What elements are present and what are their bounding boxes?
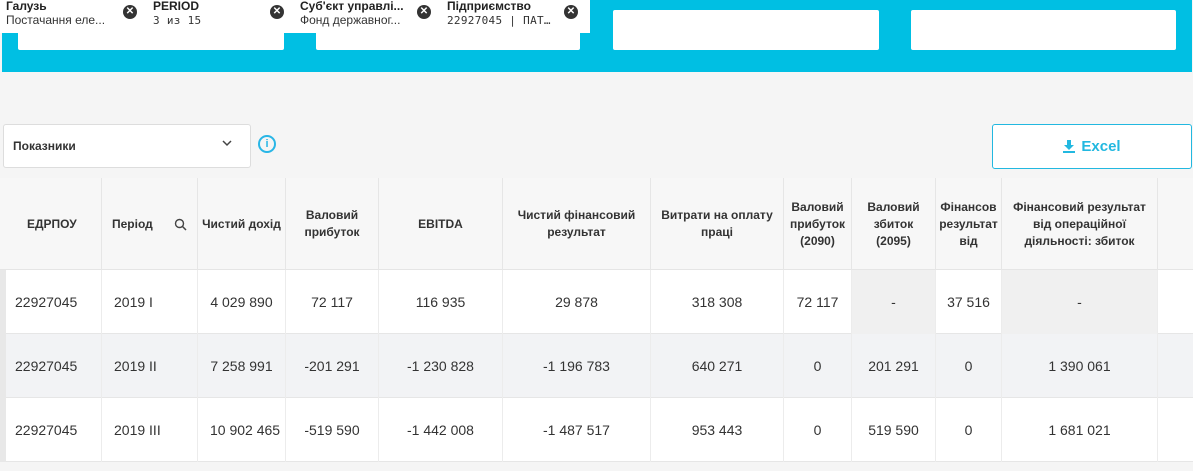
column-header[interactable]: Витрати на оплату праці [651,178,784,270]
column-header-label: Чистий фінансовий результат [517,208,636,239]
table-cell: 2019 III [102,398,198,462]
column-header[interactable]: Період [102,178,198,270]
column-header[interactable]: Фінансовий результат від операційної дія… [1002,178,1158,270]
column-header-label: Валовий збиток (2095) [867,199,920,248]
column-header[interactable]: Валовий прибуток (2090) [784,178,852,270]
data-table: ЕДРПОУ Період Чистий дохід Валовий прибу… [0,178,1193,462]
column-header-label: Валовий прибуток [304,208,360,239]
excel-export-button[interactable]: Excel [992,124,1192,169]
selected-filters-bar: Галузь Постачання еле... ✕ PERIOD 3 из 1… [0,0,590,33]
column-header-label: Чистий дохід [202,216,281,231]
table-cell: 10 902 465 [198,398,286,462]
filter-box-4[interactable] [911,10,1176,50]
row-marker [0,270,6,334]
close-icon[interactable]: ✕ [417,5,431,19]
table-cell: 2019 II [102,334,198,398]
table-cell: 1 681 021 [1002,398,1158,462]
chip-title: PERIOD [153,0,200,13]
table-cell: 29 878 [503,270,651,334]
filter-chip-period[interactable]: PERIOD 3 из 15 ✕ [147,0,294,33]
column-header-label: Період [112,216,153,231]
table-cell: 640 271 [651,334,784,398]
column-header-label: Витрати на оплату праці [661,208,773,239]
filter-chip-subject[interactable]: Суб'єкт управлі... Фонд державног... ✕ [294,0,441,33]
table-cell: -1 196 783 [503,334,651,398]
column-header-label: Валовий прибуток (2090) [789,199,846,248]
close-icon[interactable]: ✕ [270,5,284,19]
info-icon[interactable]: i [258,135,276,153]
column-header[interactable]: Чистий фінансовий результат [503,178,651,270]
chip-title: Підприємство [447,0,531,13]
table-header: ЕДРПОУ Період Чистий дохід Валовий прибу… [0,178,1193,270]
table-cell: 0 [936,398,1002,462]
column-header-label: EBITDA [418,216,463,231]
search-icon[interactable] [174,218,187,231]
table-cell: 953 443 [651,398,784,462]
table-row[interactable]: 22927045 2019 II 7 258 991 -201 291 -1 2… [0,334,1193,398]
row-marker [0,398,6,462]
table-cell: - [1002,270,1158,334]
column-header[interactable]: Фінансов результат від [936,178,1002,270]
close-icon[interactable]: ✕ [564,5,578,19]
table-cell: 519 590 [852,398,936,462]
table-cell: 2019 I [102,270,198,334]
chip-value: 22927045 | ПАТ ... [447,14,557,27]
table-cell: - [852,270,936,334]
chip-value: Постачання еле... [6,13,106,27]
table-cell: 116 935 [379,270,503,334]
table-cell: -1 230 828 [379,334,503,398]
column-header[interactable]: Валовий прибуток [286,178,379,270]
table-cell: 201 291 [852,334,936,398]
table-cell: 22927045 [3,270,102,334]
table-cell: -1 442 008 [379,398,503,462]
table-cell: -201 291 [286,334,379,398]
download-icon [1063,140,1076,153]
table-cell: 0 [784,398,852,462]
table-cell: -519 590 [286,398,379,462]
column-header[interactable]: ЕДРПОУ [0,178,102,270]
chevron-down-icon [222,140,232,147]
table-cell: 1 390 061 [1002,334,1158,398]
table-cell: 4 029 890 [198,270,286,334]
column-header[interactable]: Валовий збиток (2095) [852,178,936,270]
table-cell: 72 117 [784,270,852,334]
table-cell: 22927045 [3,334,102,398]
table-cell: -1 487 517 [503,398,651,462]
filter-chip-industry[interactable]: Галузь Постачання еле... ✕ [0,0,147,33]
table-cell: 7 258 991 [198,334,286,398]
table-cell: 22927045 [3,398,102,462]
table-cell: 37 516 [936,270,1002,334]
excel-label: Excel [1081,138,1121,155]
info-glyph: i [265,138,269,150]
row-marker [0,334,6,398]
column-header-label: ЕДРПОУ [27,216,77,231]
table-row[interactable]: 22927045 2019 I 4 029 890 72 117 116 935… [0,270,1193,334]
column-header-label: Фінансовий результат від операційної дія… [1013,199,1146,248]
chip-title: Суб'єкт управлі... [300,0,404,13]
chip-value: Фонд державног... [300,13,401,27]
table-row[interactable]: 22927045 2019 III 10 902 465 -519 590 -1… [0,398,1193,462]
close-icon[interactable]: ✕ [123,5,137,19]
column-header-label: Фінансов результат від [939,199,998,248]
select-label: Показники [13,139,76,153]
table-cell: 318 308 [651,270,784,334]
filter-box-3[interactable] [613,10,879,50]
table-cell: 0 [936,334,1002,398]
chip-value: 3 из 15 [153,14,202,27]
filter-chip-enterprise[interactable]: Підприємство 22927045 | ПАТ ... ✕ [441,0,588,33]
indicators-select[interactable]: Показники [3,124,251,168]
column-header[interactable]: EBITDA [379,178,503,270]
table-cell: 0 [784,334,852,398]
table-cell: 72 117 [286,270,379,334]
column-header[interactable]: Чистий дохід [198,178,286,270]
chip-title: Галузь [6,0,47,13]
